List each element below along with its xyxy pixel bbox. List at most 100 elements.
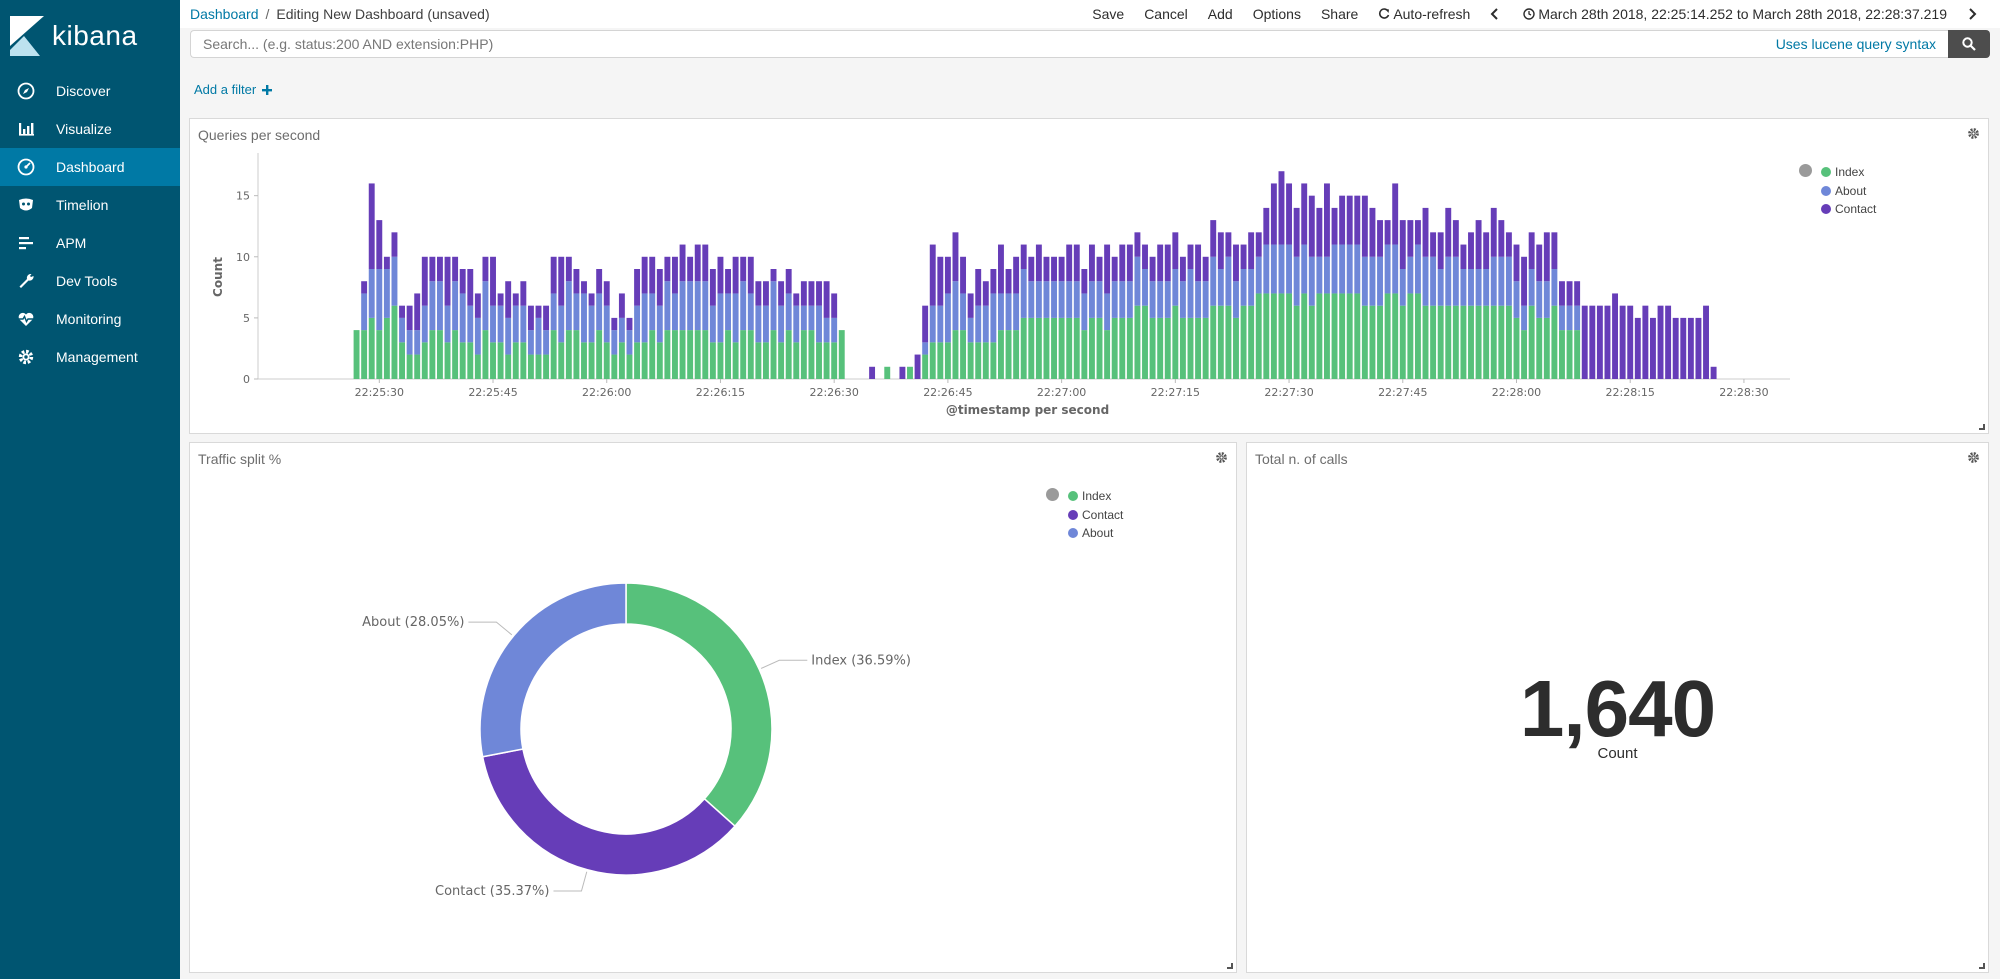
time-picker[interactable]: March 28th 2018, 22:25:14.252 to March 2… (1523, 6, 1947, 22)
bar-segment-about (1013, 293, 1020, 331)
sidebar-item-dashboard[interactable]: Dashboard (0, 148, 180, 186)
bar-segment-about (611, 330, 618, 355)
bar-segment-about (1566, 305, 1573, 331)
search-input[interactable] (203, 36, 1425, 52)
panel-gear-icon[interactable] (1967, 127, 1980, 140)
x-tick-label: 22:26:00 (582, 386, 631, 399)
bar-segment-index (679, 330, 686, 379)
bar-segment-index (1119, 317, 1126, 379)
bar-segment-about (1331, 244, 1338, 294)
bar-segment-about (1354, 244, 1361, 294)
bar-segment-contact (361, 281, 368, 294)
bar-segment-index (1104, 330, 1111, 379)
bar-segment-contact (1270, 183, 1277, 245)
share-button[interactable]: Share (1320, 6, 1359, 22)
sidebar-item-management[interactable]: Management (0, 338, 180, 376)
bar-segment-contact (929, 244, 936, 306)
bar-segment-about (429, 281, 436, 331)
sidebar-item-timelion[interactable]: Timelion (0, 186, 180, 224)
bar-segment-index (838, 330, 845, 379)
legend-item-contact[interactable]: Contact (1046, 506, 1123, 525)
bar-segment-index (1369, 305, 1376, 379)
bar-segment-contact (1088, 244, 1095, 282)
bar-segment-contact (1051, 256, 1057, 282)
breadcrumb-dashboard-link[interactable]: Dashboard (190, 6, 259, 22)
bar-segment-contact (922, 305, 929, 343)
bar-segment-index (1126, 317, 1133, 379)
bar-segment-contact (1589, 305, 1596, 379)
bar-segment-index (1043, 317, 1050, 379)
legend-toggle-icon[interactable] (1046, 488, 1059, 501)
time-back-button[interactable] (1490, 8, 1503, 20)
sidebar-item-apm[interactable]: APM (0, 224, 180, 262)
resize-handle[interactable] (1979, 963, 1985, 969)
bar-segment-contact (1452, 220, 1459, 257)
sidebar-item-dev-tools[interactable]: Dev Tools (0, 262, 180, 300)
bar-segment-index (998, 330, 1004, 379)
bar-segment-contact (1687, 317, 1694, 379)
legend-item-contact[interactable]: Contact (1799, 200, 1876, 219)
bar-segment-index (611, 354, 618, 379)
add-filter-button[interactable]: Add a filter (194, 82, 272, 97)
sidebar-item-discover[interactable]: Discover (0, 72, 180, 110)
sidebar-item-label: APM (56, 235, 87, 251)
x-tick-label: 22:26:15 (696, 386, 745, 399)
kibana-logo[interactable]: kibana (0, 0, 180, 72)
save-button[interactable]: Save (1092, 6, 1125, 22)
compass-icon (16, 81, 36, 101)
traffic-split-chart: Index (36.59%) Contact (35.37%) About (28.… (362, 582, 911, 899)
bar-segment-about (368, 269, 375, 318)
legend-item-about[interactable]: About (1046, 524, 1123, 543)
bar-segment-about (1157, 281, 1164, 318)
time-forward-button[interactable] (1967, 8, 1980, 20)
refresh-icon (1379, 8, 1390, 19)
resize-handle[interactable] (1979, 424, 1985, 430)
bar-segment-about (383, 269, 390, 318)
bar-segment-contact (1195, 244, 1202, 282)
legend-toggle-icon[interactable] (1799, 164, 1812, 177)
bar-segment-contact (611, 317, 618, 331)
bar-segment-index (1498, 305, 1505, 379)
bar-segment-index (687, 330, 694, 379)
sidebar-item-label: Visualize (56, 121, 112, 137)
bar-segment-about (922, 342, 929, 355)
legend-item-index[interactable]: Index (1799, 163, 1876, 182)
bar-segment-about (474, 317, 481, 355)
bar-segment-index (1437, 305, 1444, 379)
sidebar-item-visualize[interactable]: Visualize (0, 110, 180, 148)
bar-segment-contact (1225, 232, 1232, 257)
bar-segment-contact (1619, 305, 1626, 379)
bar-segment-contact (1581, 305, 1588, 379)
bar-segment-contact (1422, 207, 1429, 257)
bar-segment-about (732, 293, 739, 343)
bar-segment-index (581, 342, 587, 379)
bar-segment-index (975, 342, 982, 379)
cancel-button[interactable]: Cancel (1144, 6, 1188, 22)
resize-handle[interactable] (1227, 963, 1233, 969)
bar-segment-index (565, 330, 572, 379)
bar-segment-index (1149, 317, 1156, 379)
bar-segment-index (1278, 293, 1285, 379)
bar-segment-about (717, 293, 724, 343)
legend-color-dot (1821, 204, 1831, 215)
bar-segment-about (1308, 256, 1315, 306)
panel-gear-icon[interactable] (1967, 451, 1980, 464)
add-button[interactable]: Add (1207, 6, 1233, 22)
legend-item-index[interactable]: Index (1046, 487, 1123, 506)
sidebar-item-monitoring[interactable]: Monitoring (0, 300, 180, 338)
bar-segment-index (1346, 293, 1353, 379)
lucene-syntax-link[interactable]: Uses lucene query syntax (1775, 36, 1936, 52)
bar-segment-index (1422, 305, 1429, 379)
bar-segment-index (436, 330, 443, 379)
bar-segment-index (732, 342, 739, 379)
bar-segment-index (1460, 305, 1467, 379)
bar-segment-contact (975, 269, 982, 306)
options-button[interactable]: Options (1252, 6, 1301, 22)
search-button[interactable] (1948, 30, 1990, 58)
legend-item-about[interactable]: About (1799, 182, 1876, 201)
bar-segment-about (1035, 281, 1042, 318)
bar-segment-about (1028, 281, 1035, 318)
panel-gear-icon[interactable] (1215, 451, 1228, 464)
auto-refresh-button[interactable]: Auto-refresh (1378, 6, 1470, 22)
bar-segment-about (816, 305, 822, 343)
